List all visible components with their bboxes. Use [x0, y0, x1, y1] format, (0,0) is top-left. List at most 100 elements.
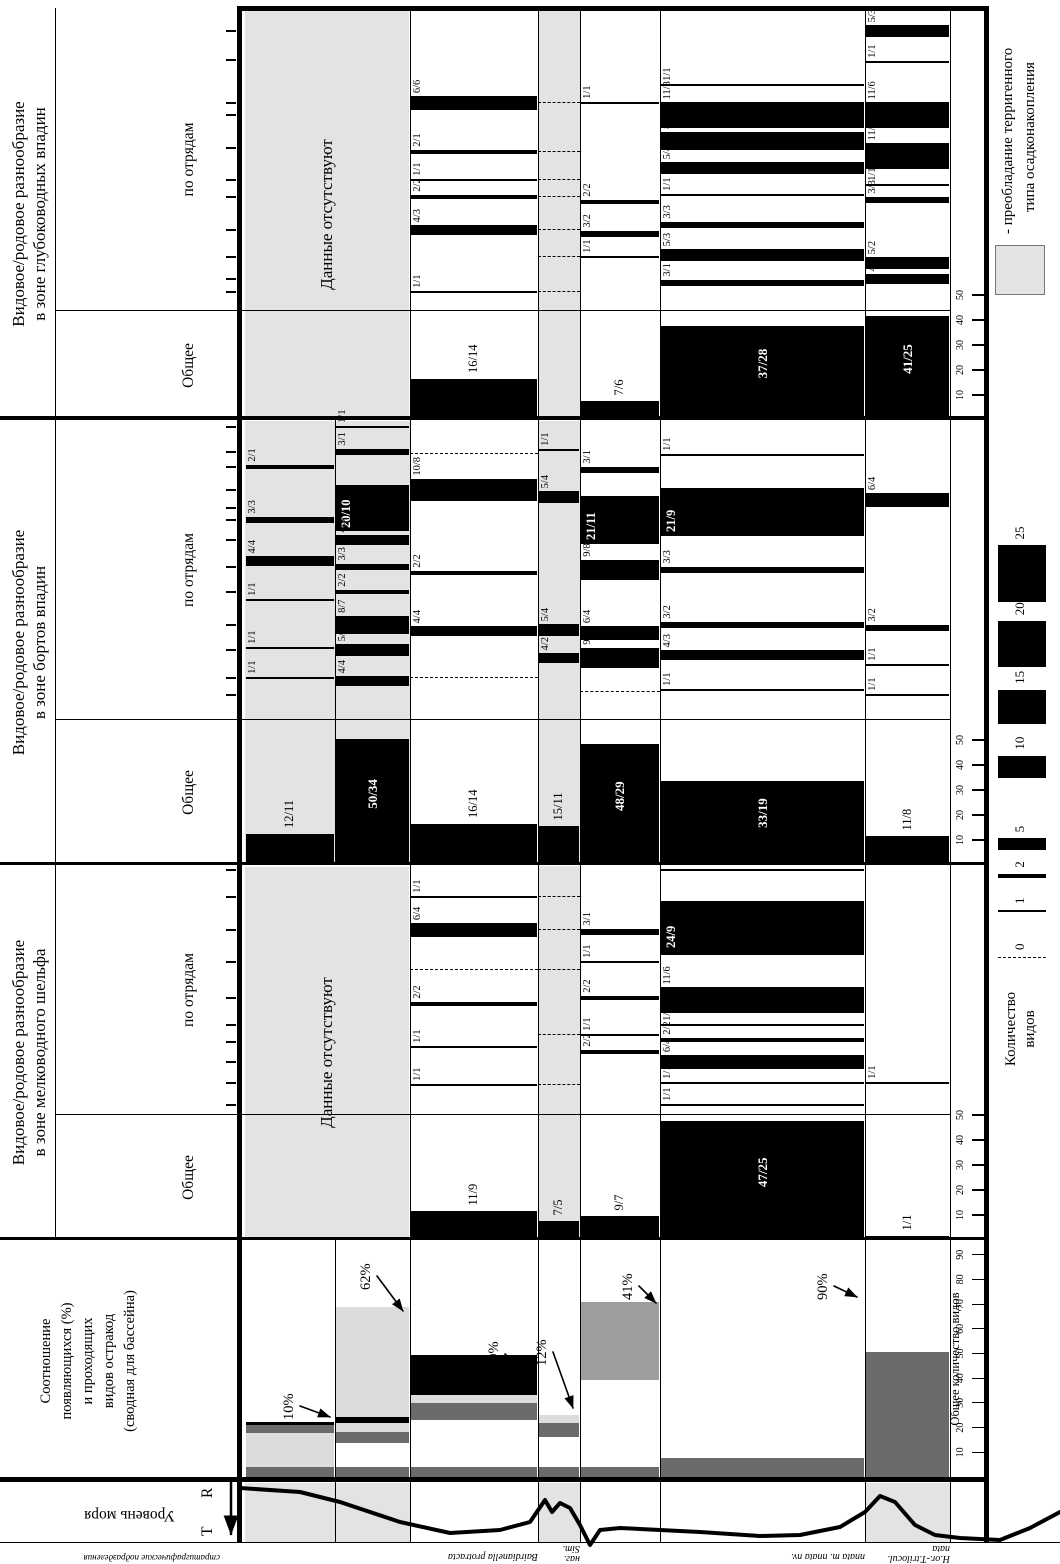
pct-scale-num: 70 — [955, 1299, 966, 1310]
shelf-dashed-connector — [538, 929, 580, 930]
row-boundary — [950, 11, 952, 1542]
deep-lane-tick — [226, 147, 236, 149]
slope-spindle — [581, 466, 659, 474]
shelf-spindle — [581, 928, 659, 936]
pct-bar-segment — [411, 1395, 537, 1403]
deep-spindle-label: 6/6 — [412, 79, 423, 94]
deep-dashed-connector — [538, 256, 580, 257]
slope-spindle — [246, 598, 334, 602]
shelf-spindle — [661, 1037, 864, 1043]
pct-scale-tick — [972, 1402, 984, 1404]
deep-total-label: 41/25 — [899, 344, 915, 374]
legend-item-label: 5 — [1012, 825, 1027, 833]
sea-pct-divider — [0, 1477, 988, 1482]
slope-lane-tick — [226, 566, 236, 568]
slope-total-label: 12/11 — [282, 799, 296, 828]
slope-spindle — [581, 647, 659, 669]
slope-spindle-label: 21/9 — [664, 509, 678, 532]
deep-spindle — [661, 83, 864, 87]
shelf-panel-title: Видовое/родовое разнообразие в зоне мелк… — [9, 939, 49, 1166]
slope-spindle-label: 1/1 — [247, 582, 258, 596]
slope-lane-tick — [226, 591, 236, 593]
deep-spindle-label: 4/2 — [867, 258, 878, 272]
slope-spindle — [539, 491, 579, 503]
deep-spindle — [411, 290, 537, 294]
deep-spindle-label: 5/3 — [662, 232, 673, 247]
deep-spindle — [866, 274, 949, 284]
shelf-spindle-label: 2/2 — [582, 1033, 593, 1047]
pct-scale-tick — [972, 1451, 984, 1453]
shelf-spindle — [411, 923, 537, 937]
deep-lane-tick — [226, 59, 236, 61]
deep-spindle-label: 5/4 — [662, 145, 673, 160]
pct-scale-tick — [972, 1254, 984, 1256]
slope-scale-tick — [972, 789, 984, 791]
deep-spindle-label: 1/1 — [867, 167, 878, 181]
deep-scale-num: 40 — [955, 315, 966, 325]
deep-spindle-label: 2/2 — [582, 183, 593, 197]
slope-spindle-label: 8/7 — [337, 599, 348, 613]
deep-spindle — [661, 193, 864, 197]
slope-spindle — [336, 589, 409, 595]
shelf-total-bar — [581, 1216, 659, 1239]
sea-terrigenous-band — [335, 1483, 410, 1542]
slope-spindle — [411, 570, 537, 576]
deep-spindle-label: 4/3 — [412, 209, 423, 223]
deep-spindle — [581, 101, 659, 105]
pct-scale-tick — [972, 1328, 984, 1330]
total-orders-divider — [55, 309, 950, 311]
deep-spindle-label: 3/1 — [662, 263, 673, 277]
deep-lane-tick — [226, 256, 236, 258]
taxon-label: Sim. — [562, 1543, 581, 1554]
shelf-total-label: 11/9 — [466, 1183, 480, 1206]
pct-shelf-divider — [0, 1237, 988, 1240]
deep-lane-tick — [226, 291, 236, 293]
legend-item-label: 10 — [1012, 736, 1027, 750]
slope-spindle — [661, 453, 864, 457]
slope-total-bar — [866, 836, 949, 864]
shelf-spindle-label: 1/1 — [662, 1087, 673, 1101]
deep-spindle — [661, 102, 864, 128]
pct-bar-segment — [661, 1458, 864, 1477]
slope-lane-tick — [226, 519, 236, 521]
deep-spindle — [661, 249, 864, 261]
deep-sub-orders: по отрядам — [180, 122, 197, 197]
shelf-spindle — [661, 1081, 864, 1085]
slope-spindle-label: 2/2 — [412, 554, 423, 568]
slope-spindle-label: 1/1 — [662, 437, 673, 451]
slope-spindle-label: 1/1 — [247, 630, 258, 644]
slope-spindle-label: 1/1 — [867, 647, 878, 661]
pct-scale-num: 10 — [955, 1447, 966, 1458]
slope-spindle — [246, 646, 334, 650]
slope-spindle-label: 4/2 — [540, 637, 551, 651]
deep-panel-title: Видовое/родовое разнообразие в зоне глуб… — [9, 101, 49, 327]
slope-spindle-label: 6/4 — [582, 609, 593, 624]
deep-spindle-label: 1/1 — [412, 162, 423, 176]
shelf-dashed-connector — [538, 969, 580, 970]
slope-spindle — [246, 556, 334, 566]
slope-spindle — [866, 493, 949, 507]
pct-bar-segment — [411, 1355, 537, 1395]
legend-symbol — [998, 755, 1046, 779]
pct-annotation-label: 41% — [620, 1273, 636, 1300]
shelf-lane-tick — [226, 1082, 236, 1084]
shelf-dashed-connector — [410, 969, 538, 970]
slope-spindle — [336, 535, 409, 545]
pct-scale-num: 50 — [955, 1348, 966, 1359]
shelf-sub-orders: по отрядам — [180, 953, 197, 1027]
shelf-spindle-label: 1/1 — [867, 1065, 878, 1079]
slope-scale-num: 50 — [955, 735, 966, 745]
slope-scale-tick — [972, 764, 984, 766]
slope-spindle — [661, 566, 864, 574]
deep-spindle — [581, 199, 659, 205]
pct-annotation-arrow — [638, 1285, 657, 1304]
slope-total-label: 15/11 — [551, 792, 565, 821]
slope-spindle-label: 9/8 — [582, 543, 593, 557]
row-boundary — [335, 1240, 337, 1542]
slope-spindle — [581, 559, 659, 581]
slope-lane-tick — [226, 694, 236, 696]
slope-spindle — [336, 563, 409, 571]
shelf-spindle-label: 1/1 — [412, 1029, 423, 1043]
